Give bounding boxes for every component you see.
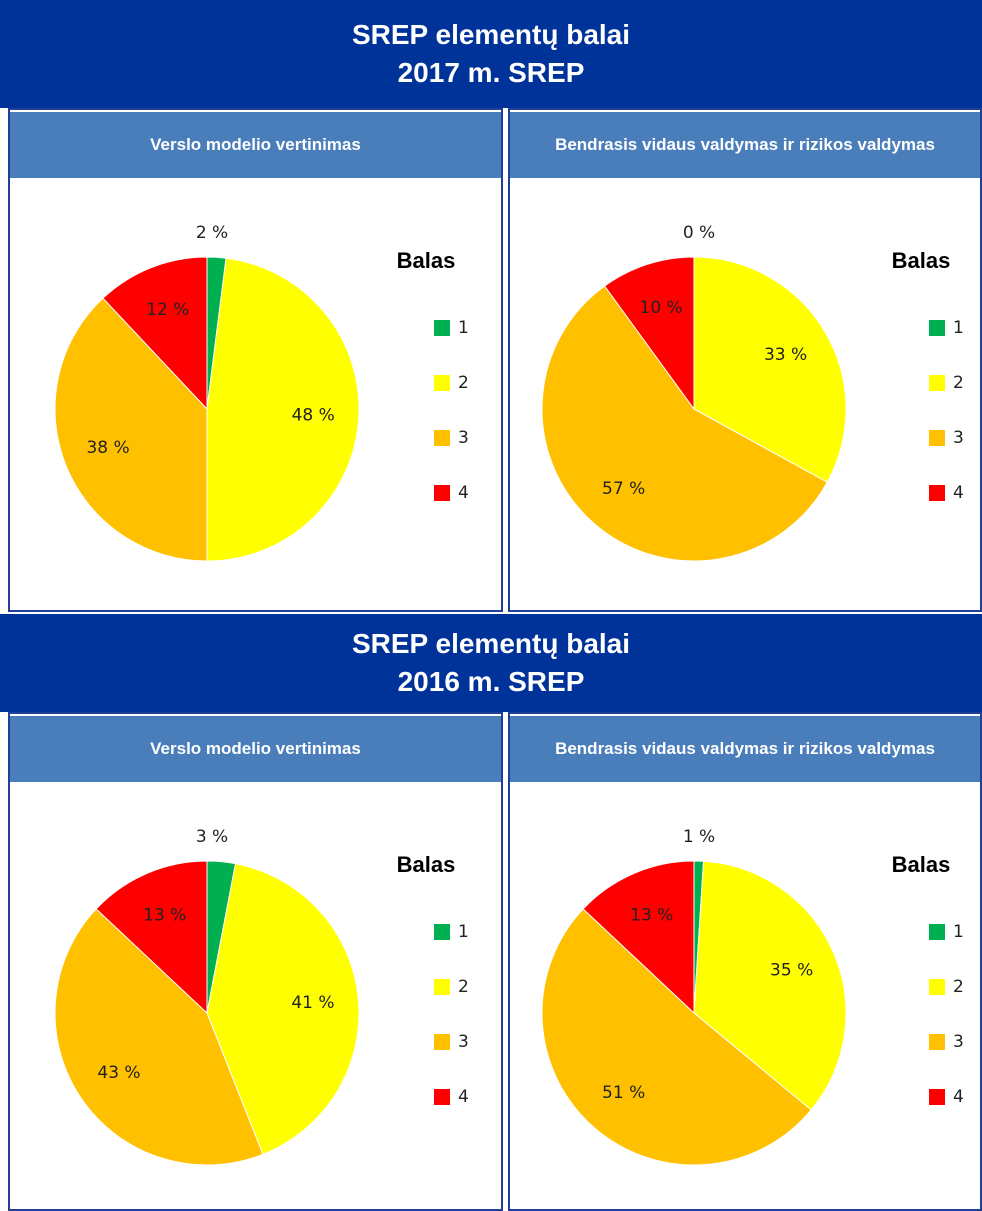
pie-slice — [206, 863, 360, 1155]
legend-label: 4 — [953, 483, 964, 503]
data-label: 0 % — [683, 223, 715, 243]
legend-title: Balas — [892, 248, 951, 273]
legend-swatch — [929, 1034, 945, 1050]
legend-swatch — [929, 924, 945, 940]
legend-swatch — [434, 1034, 450, 1050]
legend-title: Balas — [397, 852, 456, 877]
legend-swatch — [929, 485, 945, 501]
pie-slice — [102, 256, 208, 411]
data-label: 12 % — [146, 300, 189, 320]
data-label: 1 % — [683, 827, 715, 847]
data-label: 13 % — [143, 905, 186, 925]
data-label: 51 % — [602, 1083, 645, 1103]
legend-title: Balas — [892, 852, 951, 877]
pie-slice — [206, 257, 360, 562]
pie-slice — [693, 256, 847, 483]
legend-label: 2 — [953, 977, 964, 997]
legend-swatch — [929, 979, 945, 995]
legend-label: 4 — [458, 1087, 469, 1107]
data-label: 2 % — [196, 223, 228, 243]
pie-slice — [54, 297, 208, 562]
data-label: 41 % — [291, 993, 334, 1013]
legend-label: 3 — [458, 428, 469, 448]
chart: 2 % 48 % 38 % 12 % Balas 1 2 3 4 — [54, 223, 469, 562]
data-label: 48 % — [292, 406, 335, 426]
legend-swatch — [929, 1089, 945, 1105]
data-label: 35 % — [770, 961, 813, 981]
legend-swatch — [434, 1089, 450, 1105]
data-label: 43 % — [97, 1063, 140, 1083]
legend-swatch — [434, 375, 450, 391]
legend-label: 1 — [458, 922, 469, 942]
pie-slice — [693, 860, 847, 1111]
legend-label: 2 — [458, 977, 469, 997]
legend-label: 3 — [953, 1032, 964, 1052]
chart-title: Bendrasis vidaus valdymas ir rizikos val… — [510, 716, 980, 782]
section-title: SREP elementų balai — [351, 19, 631, 50]
chart: 3 % 41 % 43 % 13 % Balas 1 2 3 4 — [54, 827, 469, 1166]
legend-label: 1 — [458, 318, 469, 338]
legend-label: 2 — [953, 373, 964, 393]
section-header: SREP elementų balai 2016 m. SREP — [0, 614, 982, 712]
chart-panel: Bendrasis vidaus valdymas ir rizikos val… — [508, 712, 982, 1211]
section-title: 2017 m. SREP — [397, 57, 585, 88]
legend-label: 1 — [953, 318, 964, 338]
legend-swatch — [434, 430, 450, 446]
chart-panel: Verslo modelio vertinimas 2 % 48 % 38 % 12 %… — [8, 108, 503, 612]
legend-label: 1 — [953, 922, 964, 942]
chart-panel: Verslo modelio vertinimas 3 % 41 % 43 % 13 %… — [8, 712, 503, 1211]
pie-slice — [582, 860, 695, 1015]
legend-label: 4 — [953, 1087, 964, 1107]
legend-label: 3 — [953, 428, 964, 448]
data-label: 13 % — [630, 905, 673, 925]
data-label: 57 % — [602, 479, 645, 499]
legend-swatch — [434, 924, 450, 940]
legend-label: 2 — [458, 373, 469, 393]
legend-label: 4 — [458, 483, 469, 503]
section-title: 2016 m. SREP — [397, 666, 585, 697]
legend-swatch — [434, 485, 450, 501]
legend-swatch — [434, 979, 450, 995]
legend-swatch — [929, 320, 945, 336]
pie-slice — [541, 285, 828, 562]
data-label: 33 % — [764, 345, 807, 365]
legend-swatch — [929, 430, 945, 446]
chart-title: Verslo modelio vertinimas — [10, 716, 501, 782]
pie-slice — [541, 908, 812, 1166]
data-label: 38 % — [86, 438, 129, 458]
pie-slice — [54, 908, 264, 1166]
legend-title: Balas — [397, 248, 456, 273]
chart-title: Verslo modelio vertinimas — [10, 112, 501, 178]
data-label: 10 % — [640, 298, 683, 318]
chart: 0 % 33 % 57 % 10 % Balas 1 2 3 4 — [541, 223, 964, 562]
section-title: SREP elementų balai — [351, 628, 631, 659]
chart: 1 % 35 % 51 % 13 % Balas 1 2 3 4 — [541, 827, 964, 1166]
data-label: 3 % — [196, 827, 228, 847]
pie-slice — [95, 860, 208, 1015]
section-header: SREP elementų balai 2017 m. SREP — [0, 0, 982, 108]
chart-title: Bendrasis vidaus valdymas ir rizikos val… — [510, 112, 980, 178]
legend-swatch — [929, 375, 945, 391]
legend-label: 3 — [458, 1032, 469, 1052]
chart-panel: Bendrasis vidaus valdymas ir rizikos val… — [508, 108, 982, 612]
pie-slice — [603, 256, 695, 411]
legend-swatch — [434, 320, 450, 336]
